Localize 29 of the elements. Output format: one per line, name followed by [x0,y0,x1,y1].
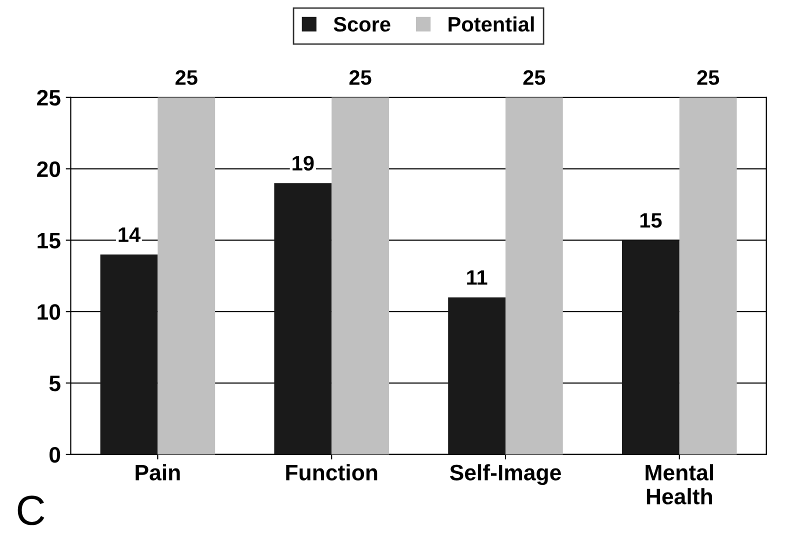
data-label: 25 [697,70,720,85]
bar [100,254,158,454]
y-tick-label: 5 [49,376,60,392]
bar [158,97,216,454]
x-tick-label: Self-Image [450,464,561,485]
bar [505,97,563,454]
data-label: 25 [349,70,372,85]
data-label: 19 [292,156,314,171]
x-tick-label: Mental Health [646,464,714,504]
y-tick-label: 25 [37,90,60,106]
y-tick-label: 0 [50,446,60,463]
data-label: 11 [467,270,488,285]
bar [679,97,737,454]
bar [622,240,680,454]
y-tick-label: 15 [38,232,60,248]
x-tick-label: Pain [136,464,180,480]
bar [332,97,389,454]
legend-label: Score [334,16,390,32]
data-label: 25 [176,70,198,85]
data-label: 15 [640,213,662,228]
legend-label: Potential [448,16,534,32]
bar [448,297,506,454]
data-label: 14 [118,227,140,242]
data-label: 25 [523,70,546,85]
bar [274,183,332,454]
y-tick-label: 20 [37,161,60,178]
text: C [18,496,44,526]
x-tick-label: Function [286,464,378,480]
y-tick-label: 10 [38,304,60,320]
